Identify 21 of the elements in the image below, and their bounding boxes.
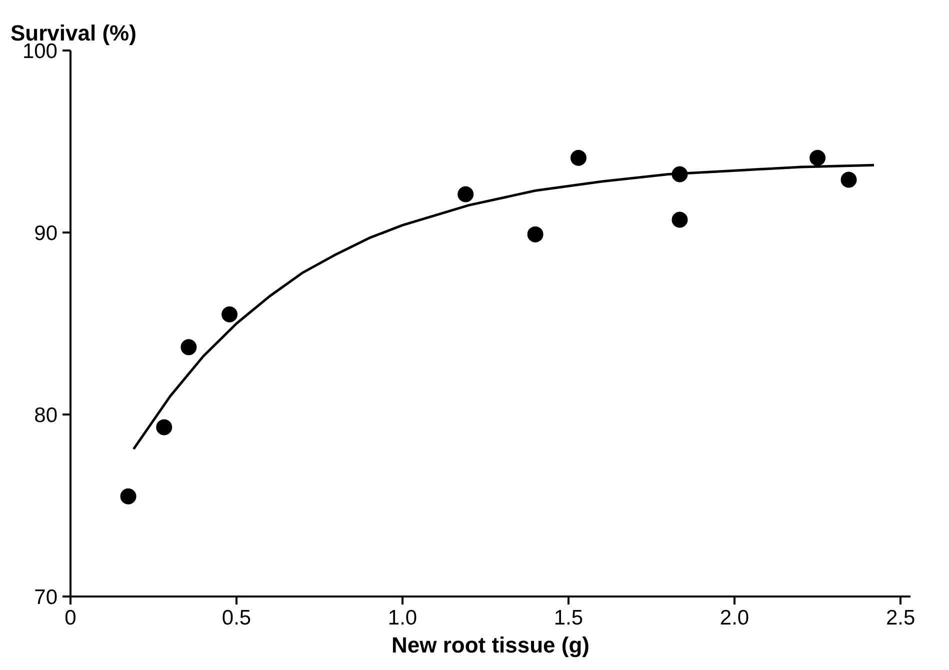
x-tick-label: 0.5 [222,606,252,630]
point [222,306,238,322]
y-tick-label: 70 [34,586,58,609]
point [156,419,172,436]
y-tick-label: 80 [34,404,58,427]
x-tick-label: 2.5 [886,606,916,630]
point [120,488,136,504]
point [840,172,857,188]
y-tick-label: 90 [34,222,58,245]
point [810,150,826,166]
point [180,339,197,356]
x-tick-label: 0 [64,606,76,630]
point [672,212,688,228]
x-tick-label: 2.0 [720,606,750,630]
y-tick-label: 100 [22,40,58,63]
x-axis-title: New root tissue (g) [391,632,590,658]
point [527,226,544,242]
point [570,150,586,166]
x-tick-label: 1.5 [554,606,584,630]
x-tick-label: 1.0 [388,606,418,630]
point [458,186,474,202]
